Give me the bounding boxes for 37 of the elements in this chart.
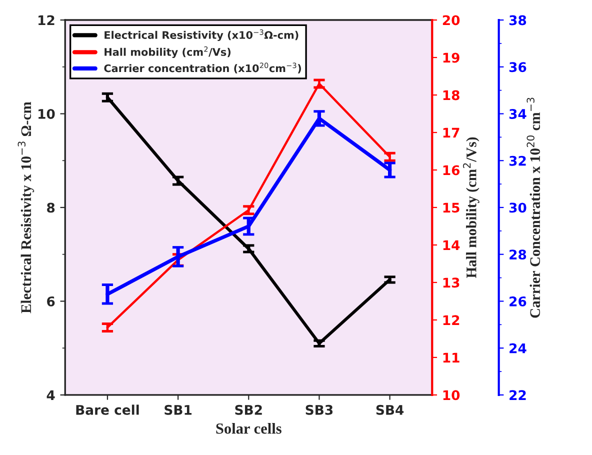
y3-tick-label: 24 bbox=[510, 343, 526, 354]
y2-tick-label: 20 bbox=[442, 15, 460, 26]
legend-label: Electrical Resistivity (x10$^{−3}$Ω-cm) bbox=[104, 29, 298, 42]
x-tick-label: SB1 bbox=[164, 404, 192, 415]
x-tick-label: SB4 bbox=[376, 404, 404, 415]
y2-tick-label: 14 bbox=[443, 240, 460, 250]
y3-tick-label: 28 bbox=[510, 250, 526, 260]
y2-tick-label: 13 bbox=[443, 278, 460, 288]
x-tick-label: SB2 bbox=[235, 404, 262, 415]
y2-tick-label: 12 bbox=[443, 315, 460, 325]
y3-tick-label: 32 bbox=[509, 156, 526, 166]
y3-axis-title: Carrier Concentration x 10$^{20}$ cm$^{−3}$ bbox=[526, 98, 540, 318]
y-tick-label: 10 bbox=[38, 108, 55, 119]
y-tick-label: 4 bbox=[46, 390, 55, 400]
y2-tick-label: 18 bbox=[443, 90, 460, 100]
y2-tick-label: 19 bbox=[443, 52, 460, 63]
x-tick-label: SB3 bbox=[306, 404, 333, 415]
y3-tick-label: 26 bbox=[510, 296, 526, 306]
y3-tick-label: 36 bbox=[509, 62, 526, 72]
y3-tick-label: 22 bbox=[510, 390, 526, 400]
y-tick-label: 6 bbox=[47, 296, 55, 306]
x-tick-label: Bare cell bbox=[76, 404, 139, 415]
y3-tick-label: 30 bbox=[509, 202, 526, 213]
y2-tick-label: 15 bbox=[443, 202, 460, 213]
y2-axis-title: Hall mobility (cm$^{2}$/Vs) bbox=[463, 137, 480, 278]
y-tick-label: 12 bbox=[38, 15, 54, 26]
legend-label: Carrier concentration (x10$^{20}$cm$^{−3}$) bbox=[104, 62, 301, 74]
y2-tick-label: 10 bbox=[443, 390, 460, 400]
y3-tick-label: 34 bbox=[509, 108, 526, 119]
y2-tick-label: 16 bbox=[443, 165, 460, 176]
y2-tick-label: 11 bbox=[443, 352, 460, 362]
legend-label: Hall mobility (cm$^{2}$/Vs) bbox=[104, 46, 230, 58]
y3-tick-label: 38 bbox=[509, 15, 526, 26]
y-tick-label: 8 bbox=[47, 202, 55, 213]
y-axis-title: Electrical Resistivity x 10$^{−3}$ Ω-cm bbox=[18, 102, 34, 314]
y2-tick-label: 17 bbox=[443, 128, 460, 138]
x-axis-title: Solar cells bbox=[216, 422, 282, 434]
